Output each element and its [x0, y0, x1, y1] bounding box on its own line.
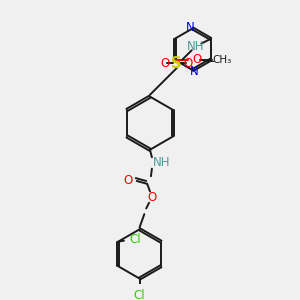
Text: Cl: Cl	[134, 289, 146, 300]
Text: —: —	[203, 55, 214, 68]
Text: O: O	[183, 57, 193, 70]
Text: CH₃: CH₃	[212, 55, 232, 65]
Text: N: N	[190, 64, 199, 78]
Text: O: O	[124, 173, 133, 187]
Text: O: O	[193, 53, 202, 66]
Text: Cl: Cl	[130, 233, 141, 246]
Text: O: O	[147, 190, 157, 204]
Text: O: O	[160, 57, 170, 70]
Text: NH: NH	[153, 157, 170, 169]
Text: NH: NH	[187, 40, 204, 53]
Text: N: N	[186, 21, 195, 34]
Text: S: S	[171, 56, 182, 71]
